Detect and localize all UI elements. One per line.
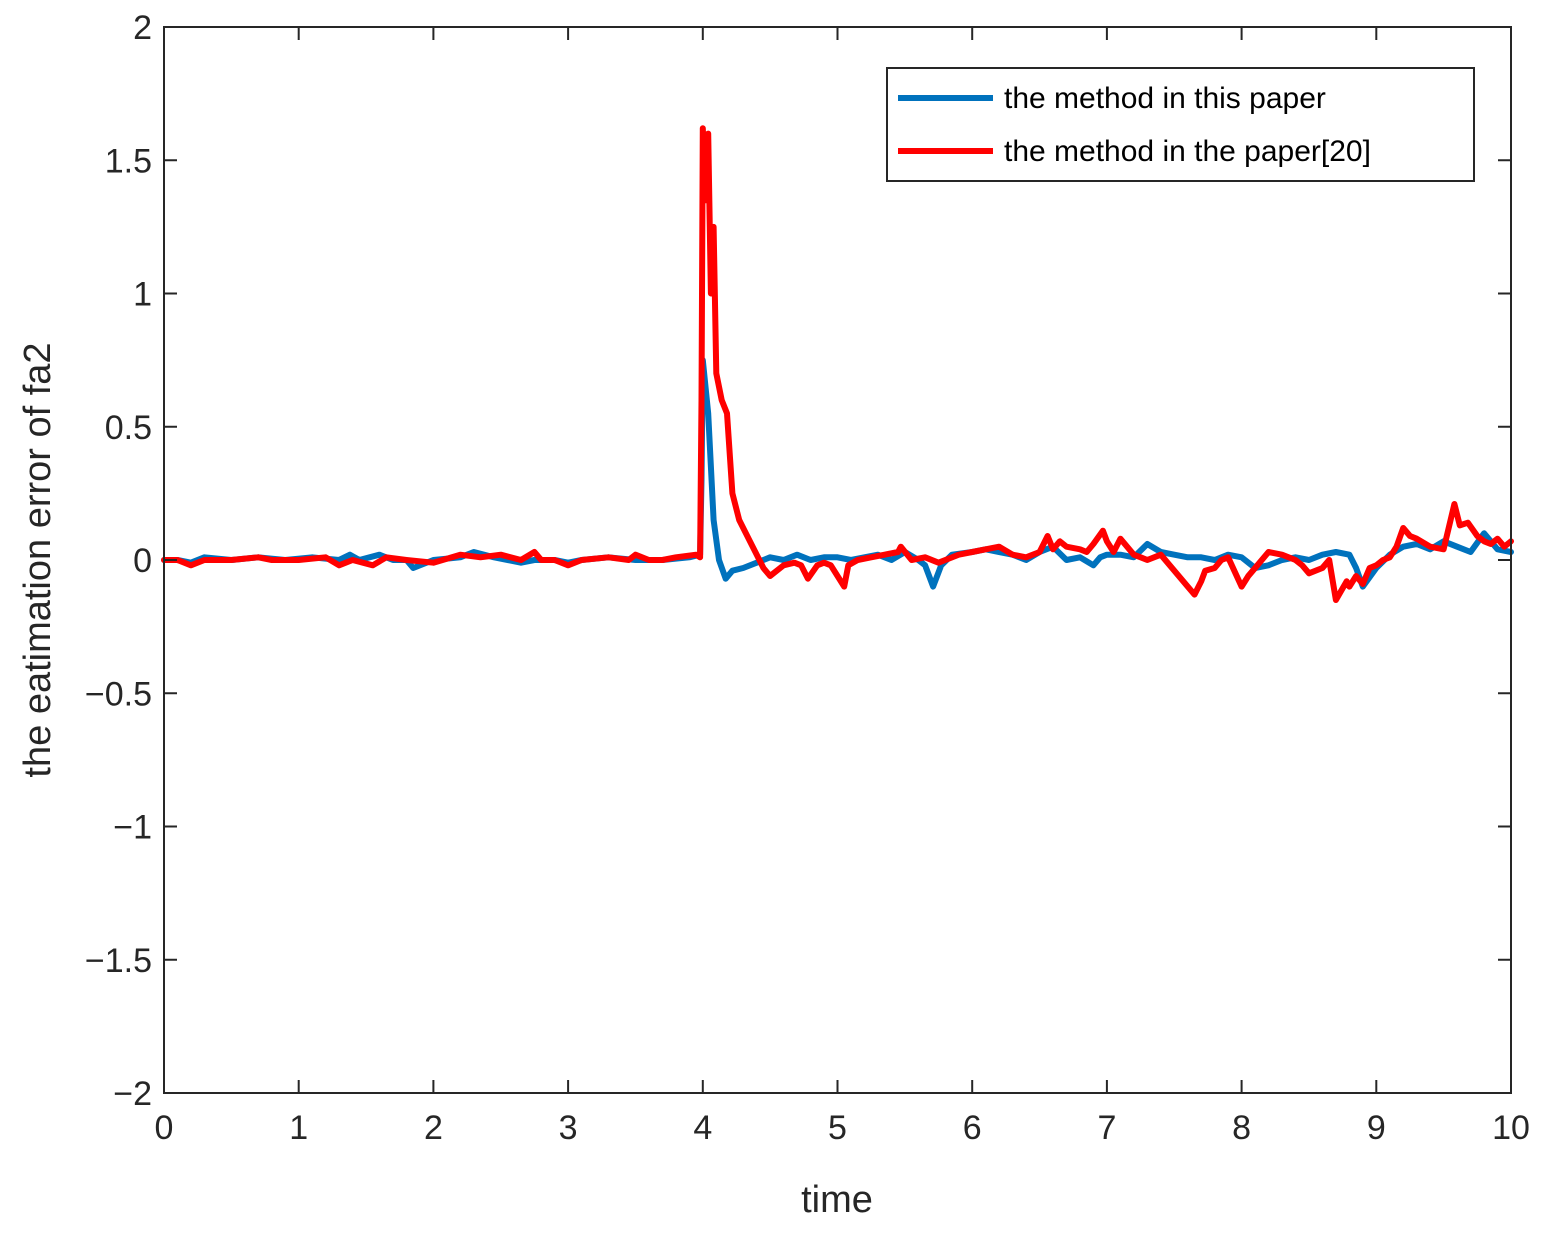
x-tick-label: 2: [424, 1109, 443, 1147]
y-tick-label: −2: [113, 1075, 152, 1113]
y-tick-label: −1.5: [85, 942, 152, 980]
legend-label-series-1: the method in this paper: [1004, 82, 1326, 115]
y-tick-label: 0.5: [105, 409, 152, 447]
x-tick-label: 7: [1097, 1109, 1116, 1147]
y-tick-label: 0: [133, 542, 152, 580]
ticks-layer: 0 1 2 3 4 5 6 7 8 9 10 2 1.5 1 0.5 0 −0.5 −1 −1.5 −2: [85, 9, 1530, 1147]
x-tick-label: 6: [963, 1109, 982, 1147]
y-axis-label: the eatimation error of fa2: [17, 342, 59, 777]
x-tick-label: 10: [1492, 1109, 1530, 1147]
x-tick-label: 8: [1232, 1109, 1251, 1147]
x-tick-label: 4: [693, 1109, 712, 1147]
y-tick-label: 2: [133, 9, 152, 47]
x-tick-label: 1: [289, 1109, 308, 1147]
series-line-2: [161, 125, 1514, 603]
x-tick-label: 5: [828, 1109, 847, 1147]
legend-label-series-2: the method in the paper[20]: [1004, 135, 1371, 168]
y-tick-label: −1: [113, 809, 152, 847]
series-layer: [161, 125, 1514, 603]
legend: the method in this paper the method in t…: [886, 67, 1475, 182]
x-axis-label: time: [801, 1179, 873, 1221]
x-tick-label: 0: [155, 1109, 174, 1147]
x-tick-label: 3: [559, 1109, 578, 1147]
legend-box: [886, 67, 1475, 182]
y-tick-label: 1.5: [105, 142, 152, 180]
y-tick-label: 1: [133, 276, 152, 314]
y-tick-label: −0.5: [85, 675, 152, 713]
x-tick-label: 9: [1367, 1109, 1386, 1147]
